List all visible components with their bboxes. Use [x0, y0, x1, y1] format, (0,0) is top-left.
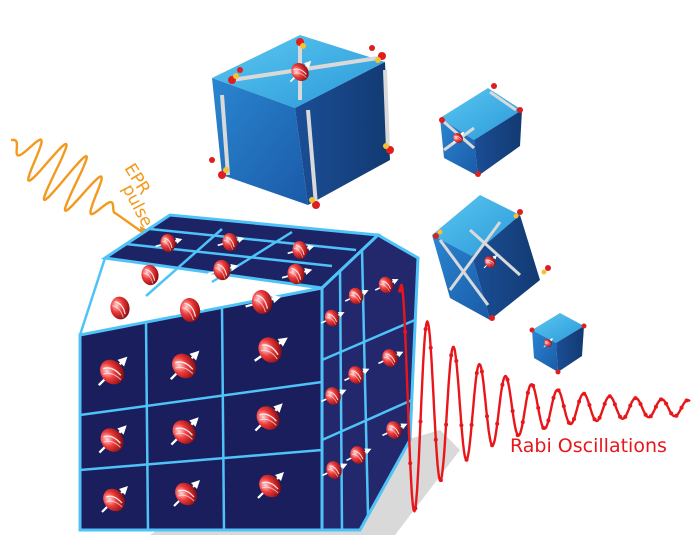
mof-cube-small-3: [529, 313, 587, 375]
rabi-data-point: [612, 402, 617, 407]
rabi-data-point: [628, 403, 633, 408]
rabi-data-point: [597, 415, 602, 420]
rabi-data-point: [495, 421, 500, 426]
rabi-data-point: [664, 401, 669, 406]
rabi-data-point: [546, 418, 551, 423]
rabi-data-point: [510, 409, 515, 413]
rabi-data-point: [505, 377, 510, 382]
rabi-data-point: [592, 417, 597, 422]
rabi-data-point: [515, 433, 520, 438]
rabi-data-point: [551, 395, 556, 400]
rabi-data-point: [577, 399, 582, 404]
rabi-data-point: [572, 417, 576, 421]
rabi-data-point: [684, 398, 689, 403]
rabi-data-point: [433, 437, 438, 442]
mof-cube-small-1: [439, 83, 523, 177]
rabi-data-point: [479, 369, 484, 374]
rabi-data-point: [587, 403, 592, 407]
rabi-data-point: [669, 411, 674, 416]
rabi-data-point: [659, 397, 663, 402]
rabi-data-point: [398, 288, 402, 293]
rabi-data-point: [438, 478, 443, 483]
rabi-data-point: [536, 405, 541, 410]
rabi-data-point: [490, 443, 495, 448]
rabi-data-point: [566, 420, 571, 425]
rabi-data-point: [485, 414, 489, 419]
rabi-data-point: [423, 327, 428, 332]
rabi-oscillation-curve: [398, 283, 691, 513]
rabi-data-point: [633, 396, 638, 401]
rabi-oscillations-label: Rabi Oscillations: [510, 435, 667, 457]
rabi-data-point: [623, 414, 628, 419]
rabi-data-point: [653, 404, 658, 409]
rabi-data-point: [408, 461, 413, 466]
rabi-data-point: [403, 329, 408, 334]
rabi-data-point: [413, 506, 418, 511]
rabi-data-point: [582, 391, 587, 396]
rabi-data-point: [561, 404, 566, 409]
rabi-data-point: [444, 422, 449, 427]
rabi-data-point: [520, 420, 525, 425]
rabi-data-point: [643, 412, 648, 417]
rabi-data-point: [531, 383, 536, 388]
rabi-data-point: [679, 405, 684, 410]
mof-cube-large: [209, 35, 394, 209]
rabi-data-point: [469, 422, 474, 427]
rabi-data-point: [556, 388, 561, 393]
mof-cube-small-2: [432, 195, 551, 321]
rabi-data-point: [449, 353, 454, 358]
rabi-data-point: [618, 414, 623, 419]
rabi-data-point: [648, 414, 653, 419]
rabi-data-point: [418, 419, 423, 424]
rabi-data-point: [541, 425, 546, 430]
spin-lattice-cube: [78, 213, 420, 532]
rabi-data-point: [525, 390, 530, 395]
rabi-data-point: [459, 423, 464, 428]
rabi-data-point: [464, 457, 469, 462]
rabi-data-point: [454, 359, 459, 363]
rabi-data-point: [474, 371, 479, 375]
rabi-data-point: [500, 382, 505, 387]
rabi-data-point: [607, 394, 612, 399]
epr-pulse-wave: [10, 138, 144, 234]
rabi-data-point: [674, 413, 679, 418]
rabi-data-point: [428, 345, 433, 350]
rabi-data-point: [602, 401, 607, 406]
rabi-data-point: [638, 402, 643, 406]
